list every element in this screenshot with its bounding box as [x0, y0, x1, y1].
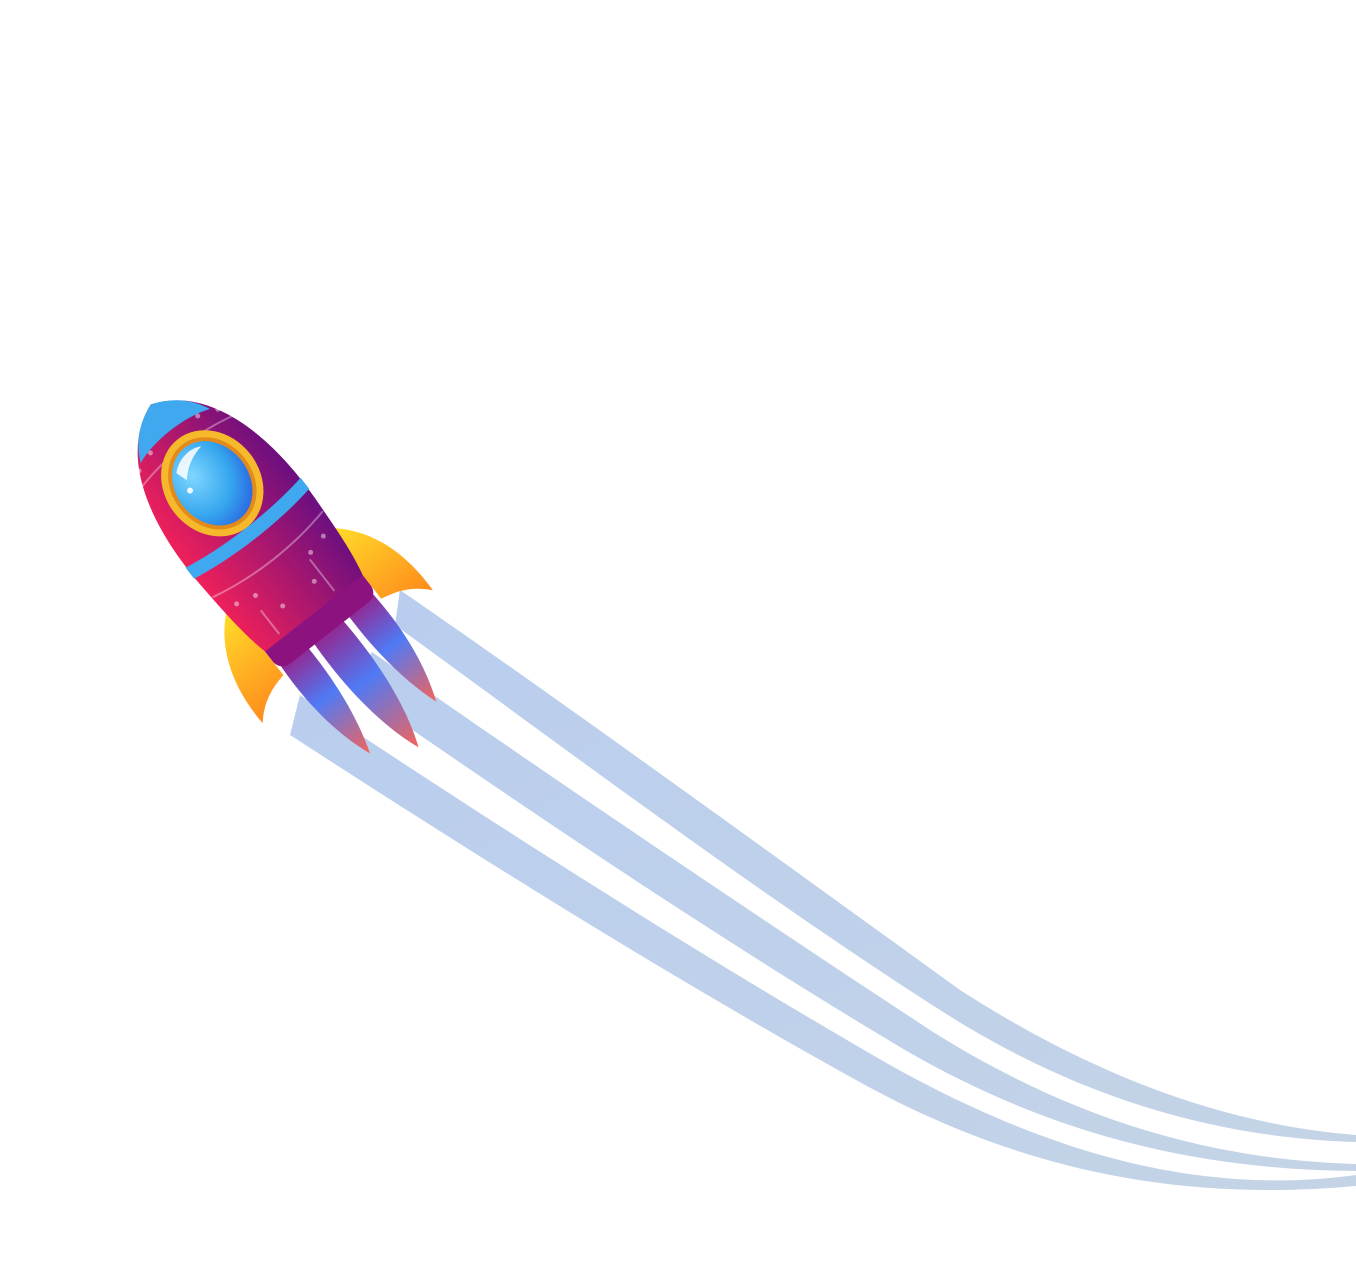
fin-right: [325, 527, 433, 599]
rocket-stripe: [185, 477, 310, 579]
window-glint: [187, 487, 194, 494]
exhaust-trail-middle: [352, 652, 1356, 1171]
rocket-rivets: [136, 406, 326, 609]
rocket: [136, 400, 437, 754]
flame-center: [308, 614, 419, 748]
rocket-window: [161, 430, 264, 537]
fin-left: [224, 604, 284, 724]
window-highlight: [176, 446, 202, 481]
window-glass: [172, 441, 253, 526]
exhaust-trails: [290, 590, 1356, 1191]
rocket-nozzle: [260, 568, 374, 667]
rocket-nose-tip: [138, 400, 211, 464]
flame-right: [343, 589, 437, 702]
rocket-flames: [277, 589, 437, 754]
flame-left: [277, 641, 371, 754]
